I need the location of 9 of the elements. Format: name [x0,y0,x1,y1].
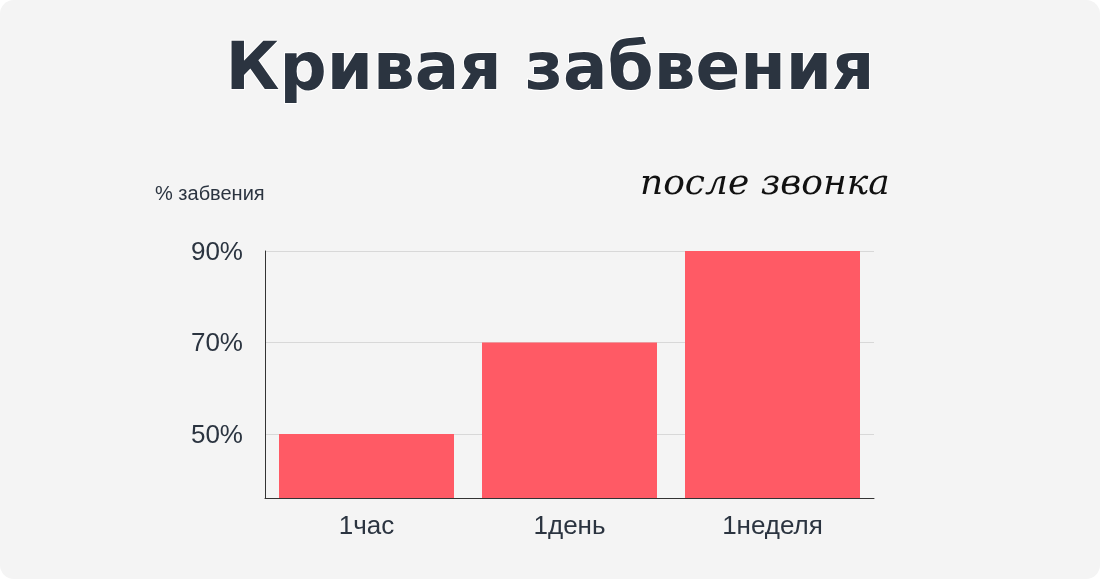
x-tick-label: 1неделя [722,510,823,540]
x-tick-label: 1час [338,510,395,540]
y-axis-title: % забвения [155,182,265,204]
y-tick-label: 70% [190,327,243,358]
y-tick-label: 50% [190,418,243,449]
chart-subtitle: после звонка [640,160,890,202]
chart-title: Кривая забвения [225,27,875,105]
x-tick-label: 1день [533,510,606,540]
y-tick-label: 90% [190,236,243,266]
